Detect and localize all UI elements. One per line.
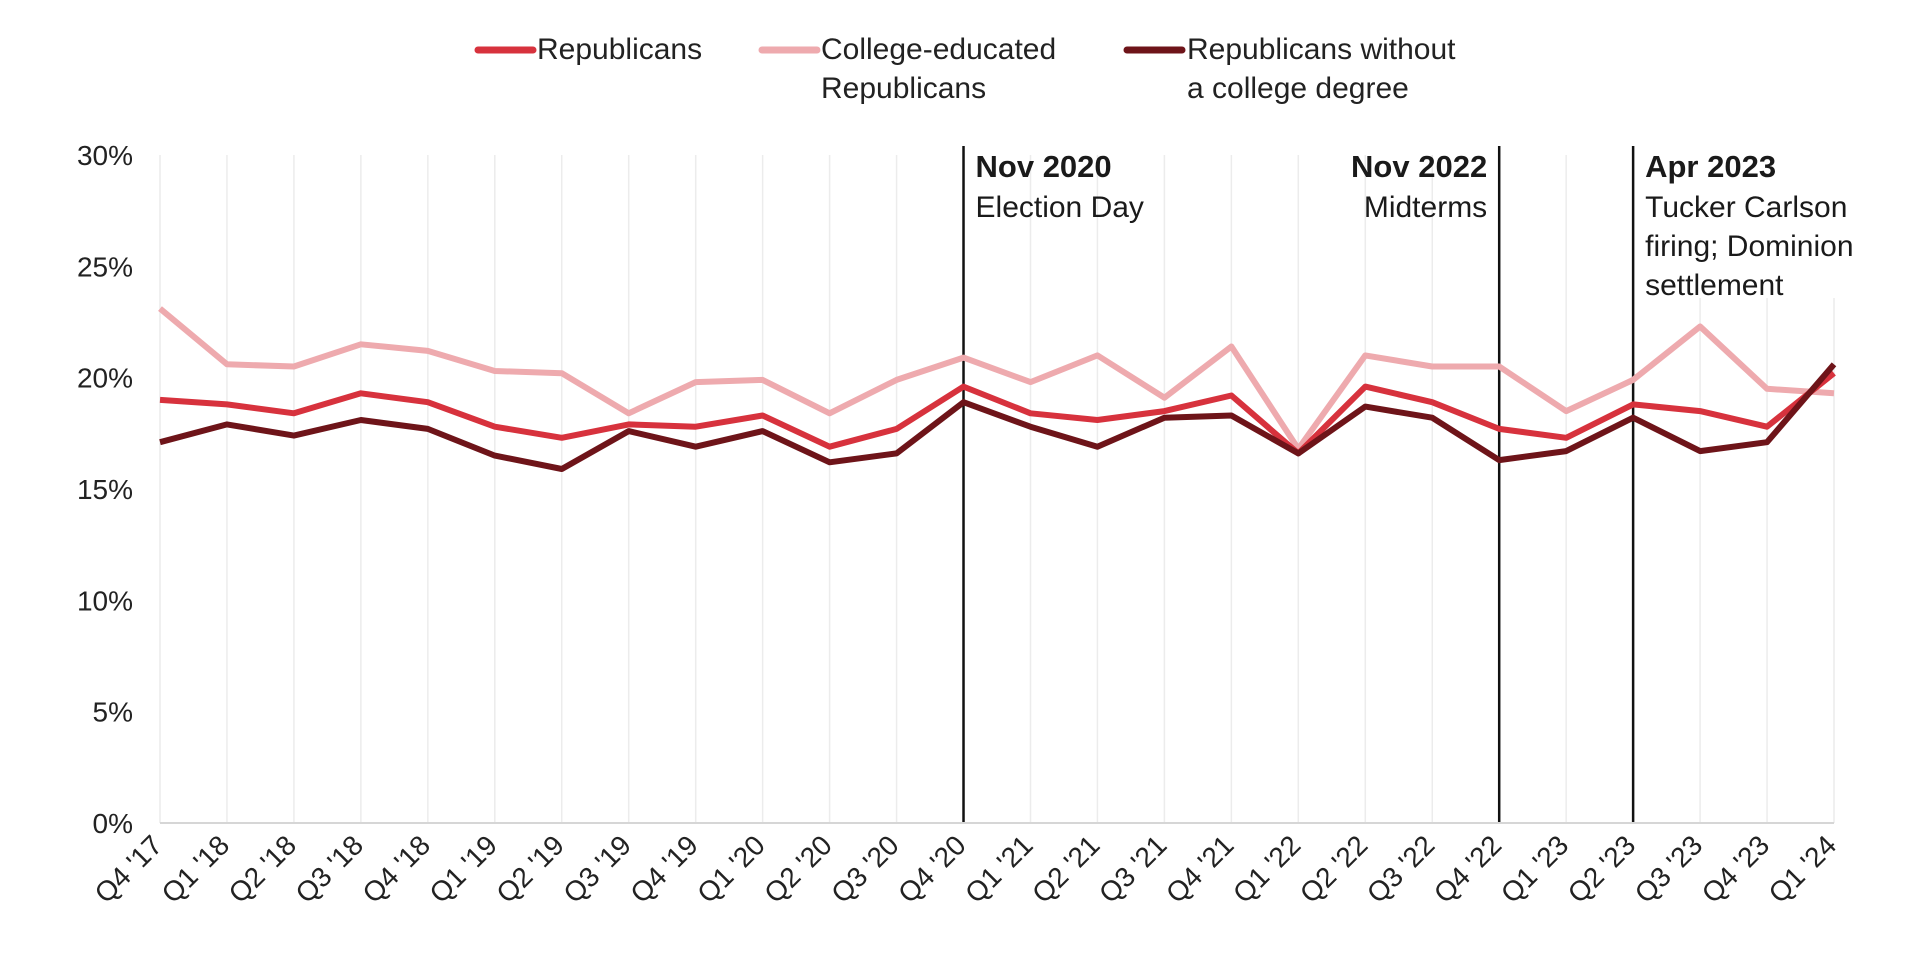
x-tick-label: Q2 '19	[490, 829, 570, 909]
annotation-lines	[962, 146, 1635, 823]
annotation-text-line: Midterms	[1364, 191, 1487, 224]
x-tick-label: Q3 '18	[289, 829, 369, 909]
annotation-title: Nov 2022	[1351, 149, 1487, 184]
annotation-text: Nov 2020 Election Day Nov 2022 Midterms Apr …	[976, 149, 1916, 302]
x-tick-label: Q4 '20	[892, 829, 972, 909]
y-tick-label: 30%	[77, 140, 133, 171]
grid-layer	[159, 155, 1835, 823]
legend-label: Republicans without	[1187, 33, 1456, 66]
annotation-title: Apr 2023	[1645, 149, 1776, 184]
y-tick-label: 25%	[77, 251, 133, 282]
x-tick-label: Q1 '22	[1227, 829, 1307, 909]
legend-label: a college degree	[1187, 72, 1409, 105]
y-tick-label: 5%	[93, 697, 133, 728]
x-tick-label: Q1 '24	[1763, 829, 1843, 909]
x-tick-label: Q1 '18	[156, 829, 236, 909]
x-tick-label: Q2 '18	[223, 829, 303, 909]
y-tick-label: 0%	[93, 808, 133, 839]
x-tick-label: Q4 '17	[89, 829, 169, 909]
legend-label: Republicans	[537, 33, 702, 66]
series-line-0	[159, 370, 1836, 457]
x-tick-label: Q4 '18	[356, 829, 436, 909]
series-line-1	[158, 306, 1835, 452]
annotation-title: Nov 2020	[976, 149, 1112, 184]
annotation-backdrop	[1639, 150, 1916, 298]
legend: Republicans College-educated Republicans Re…	[474, 33, 1456, 105]
x-tick-label: Q3 '22	[1361, 829, 1441, 909]
x-tick-label: Q3 '19	[557, 829, 637, 909]
y-tick-label: 10%	[77, 585, 133, 616]
x-tick-label: Q2 '21	[1026, 829, 1106, 909]
annotation-text-line: firing; Dominion	[1645, 230, 1853, 263]
y-tick-label: 15%	[77, 474, 133, 505]
x-tick-label: Q3 '23	[1629, 829, 1709, 909]
annotation-text-line: settlement	[1645, 269, 1784, 302]
y-tick-label: 20%	[77, 363, 133, 394]
x-tick-label: Q1 '23	[1495, 829, 1575, 909]
x-tick-label: Q4 '23	[1696, 829, 1776, 909]
x-tick-label: Q1 '20	[691, 829, 771, 909]
x-tick-label: Q1 '19	[423, 829, 503, 909]
series-line-2	[159, 362, 1837, 472]
legend-label: Republicans	[821, 72, 986, 105]
x-tick-label: Q2 '23	[1562, 829, 1642, 909]
x-tick-label: Q4 '19	[624, 829, 704, 909]
x-tick-label: Q3 '20	[825, 829, 905, 909]
x-tick-label: Q2 '20	[758, 829, 838, 909]
x-tick-label: Q3 '21	[1093, 829, 1173, 909]
legend-label: College-educated	[821, 33, 1056, 66]
annotation-text-line: Tucker Carlson	[1645, 191, 1847, 224]
x-tick-label: Q4 '21	[1160, 829, 1240, 909]
annotation-text-line: Election Day	[976, 191, 1144, 224]
x-tick-label: Q4 '22	[1428, 829, 1508, 909]
x-tick-label: Q2 '22	[1294, 829, 1374, 909]
x-tick-label: Q1 '21	[959, 829, 1039, 909]
series-layer	[158, 306, 1837, 472]
